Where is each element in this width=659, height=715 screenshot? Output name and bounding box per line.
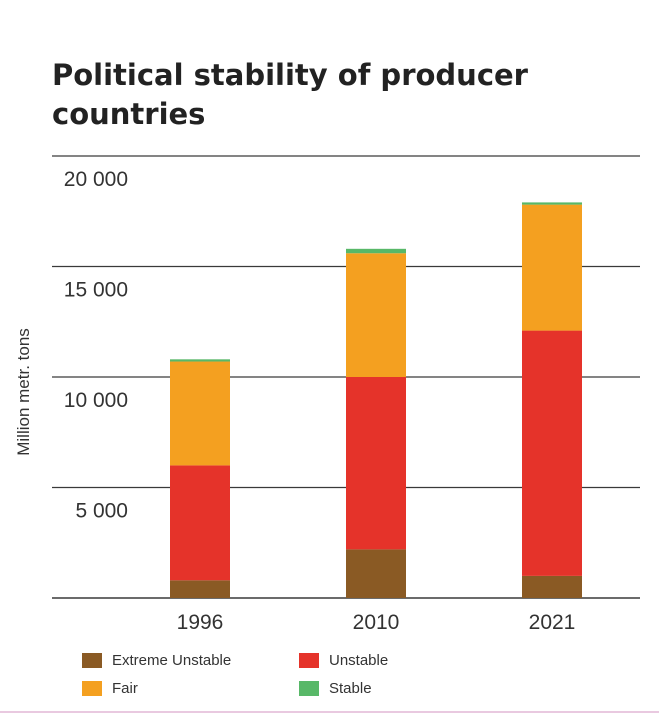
bar-2021-fair (522, 204, 582, 331)
legend-swatch-unstable (299, 652, 319, 668)
legend-label-unstable: Unstable (329, 651, 389, 669)
legend-swatch-fair (82, 680, 102, 696)
bar-2010-unstable (346, 377, 406, 550)
legend-item-extreme-unstable: Extreme Unstable (82, 650, 231, 670)
legend-swatch-stable (299, 680, 319, 696)
legend-item-stable: Stable (299, 678, 372, 698)
y-tick-label-5000: 5 000 (75, 500, 128, 523)
bar-2021-unstable (522, 330, 582, 576)
bar-2021-stable (522, 202, 582, 205)
bar-2021-extreme-unstable (522, 575, 582, 598)
y-tick-label-10000: 10 000 (64, 389, 128, 412)
stacked-bar-chart: 5 000 10 000 15 000 20 000 Million metr. ton… (14, 155, 640, 634)
x-tick-label-2010: 2010 (353, 611, 400, 634)
bottom-divider (0, 711, 659, 713)
bar-1996-extreme-unstable (170, 580, 230, 598)
chart-title: Political stability of producer countrie… (52, 58, 528, 131)
legend-swatch-extreme-unstable (82, 652, 102, 668)
bar-1996-unstable (170, 465, 230, 581)
bar-1996-fair (170, 361, 230, 466)
x-tick-label-2021: 2021 (529, 611, 576, 634)
legend-label-fair: Fair (112, 679, 138, 697)
legend-label-stable: Stable (329, 679, 372, 697)
x-tick-label-1996: 1996 (177, 611, 224, 634)
y-tick-label-15000: 15 000 (64, 279, 128, 302)
bar-1996-stable (170, 359, 230, 362)
legend-label-extreme-unstable: Extreme Unstable (112, 651, 232, 669)
bar-2010-stable (346, 248, 406, 254)
bar-2010-extreme-unstable (346, 549, 406, 598)
legend-item-fair: Fair (82, 678, 138, 698)
legend-item-unstable: Unstable (299, 650, 388, 670)
y-tick-label-20000: 20 000 (64, 168, 128, 191)
bar-2010-fair (346, 253, 406, 377)
y-axis-label: Million metr. tons (14, 328, 33, 456)
